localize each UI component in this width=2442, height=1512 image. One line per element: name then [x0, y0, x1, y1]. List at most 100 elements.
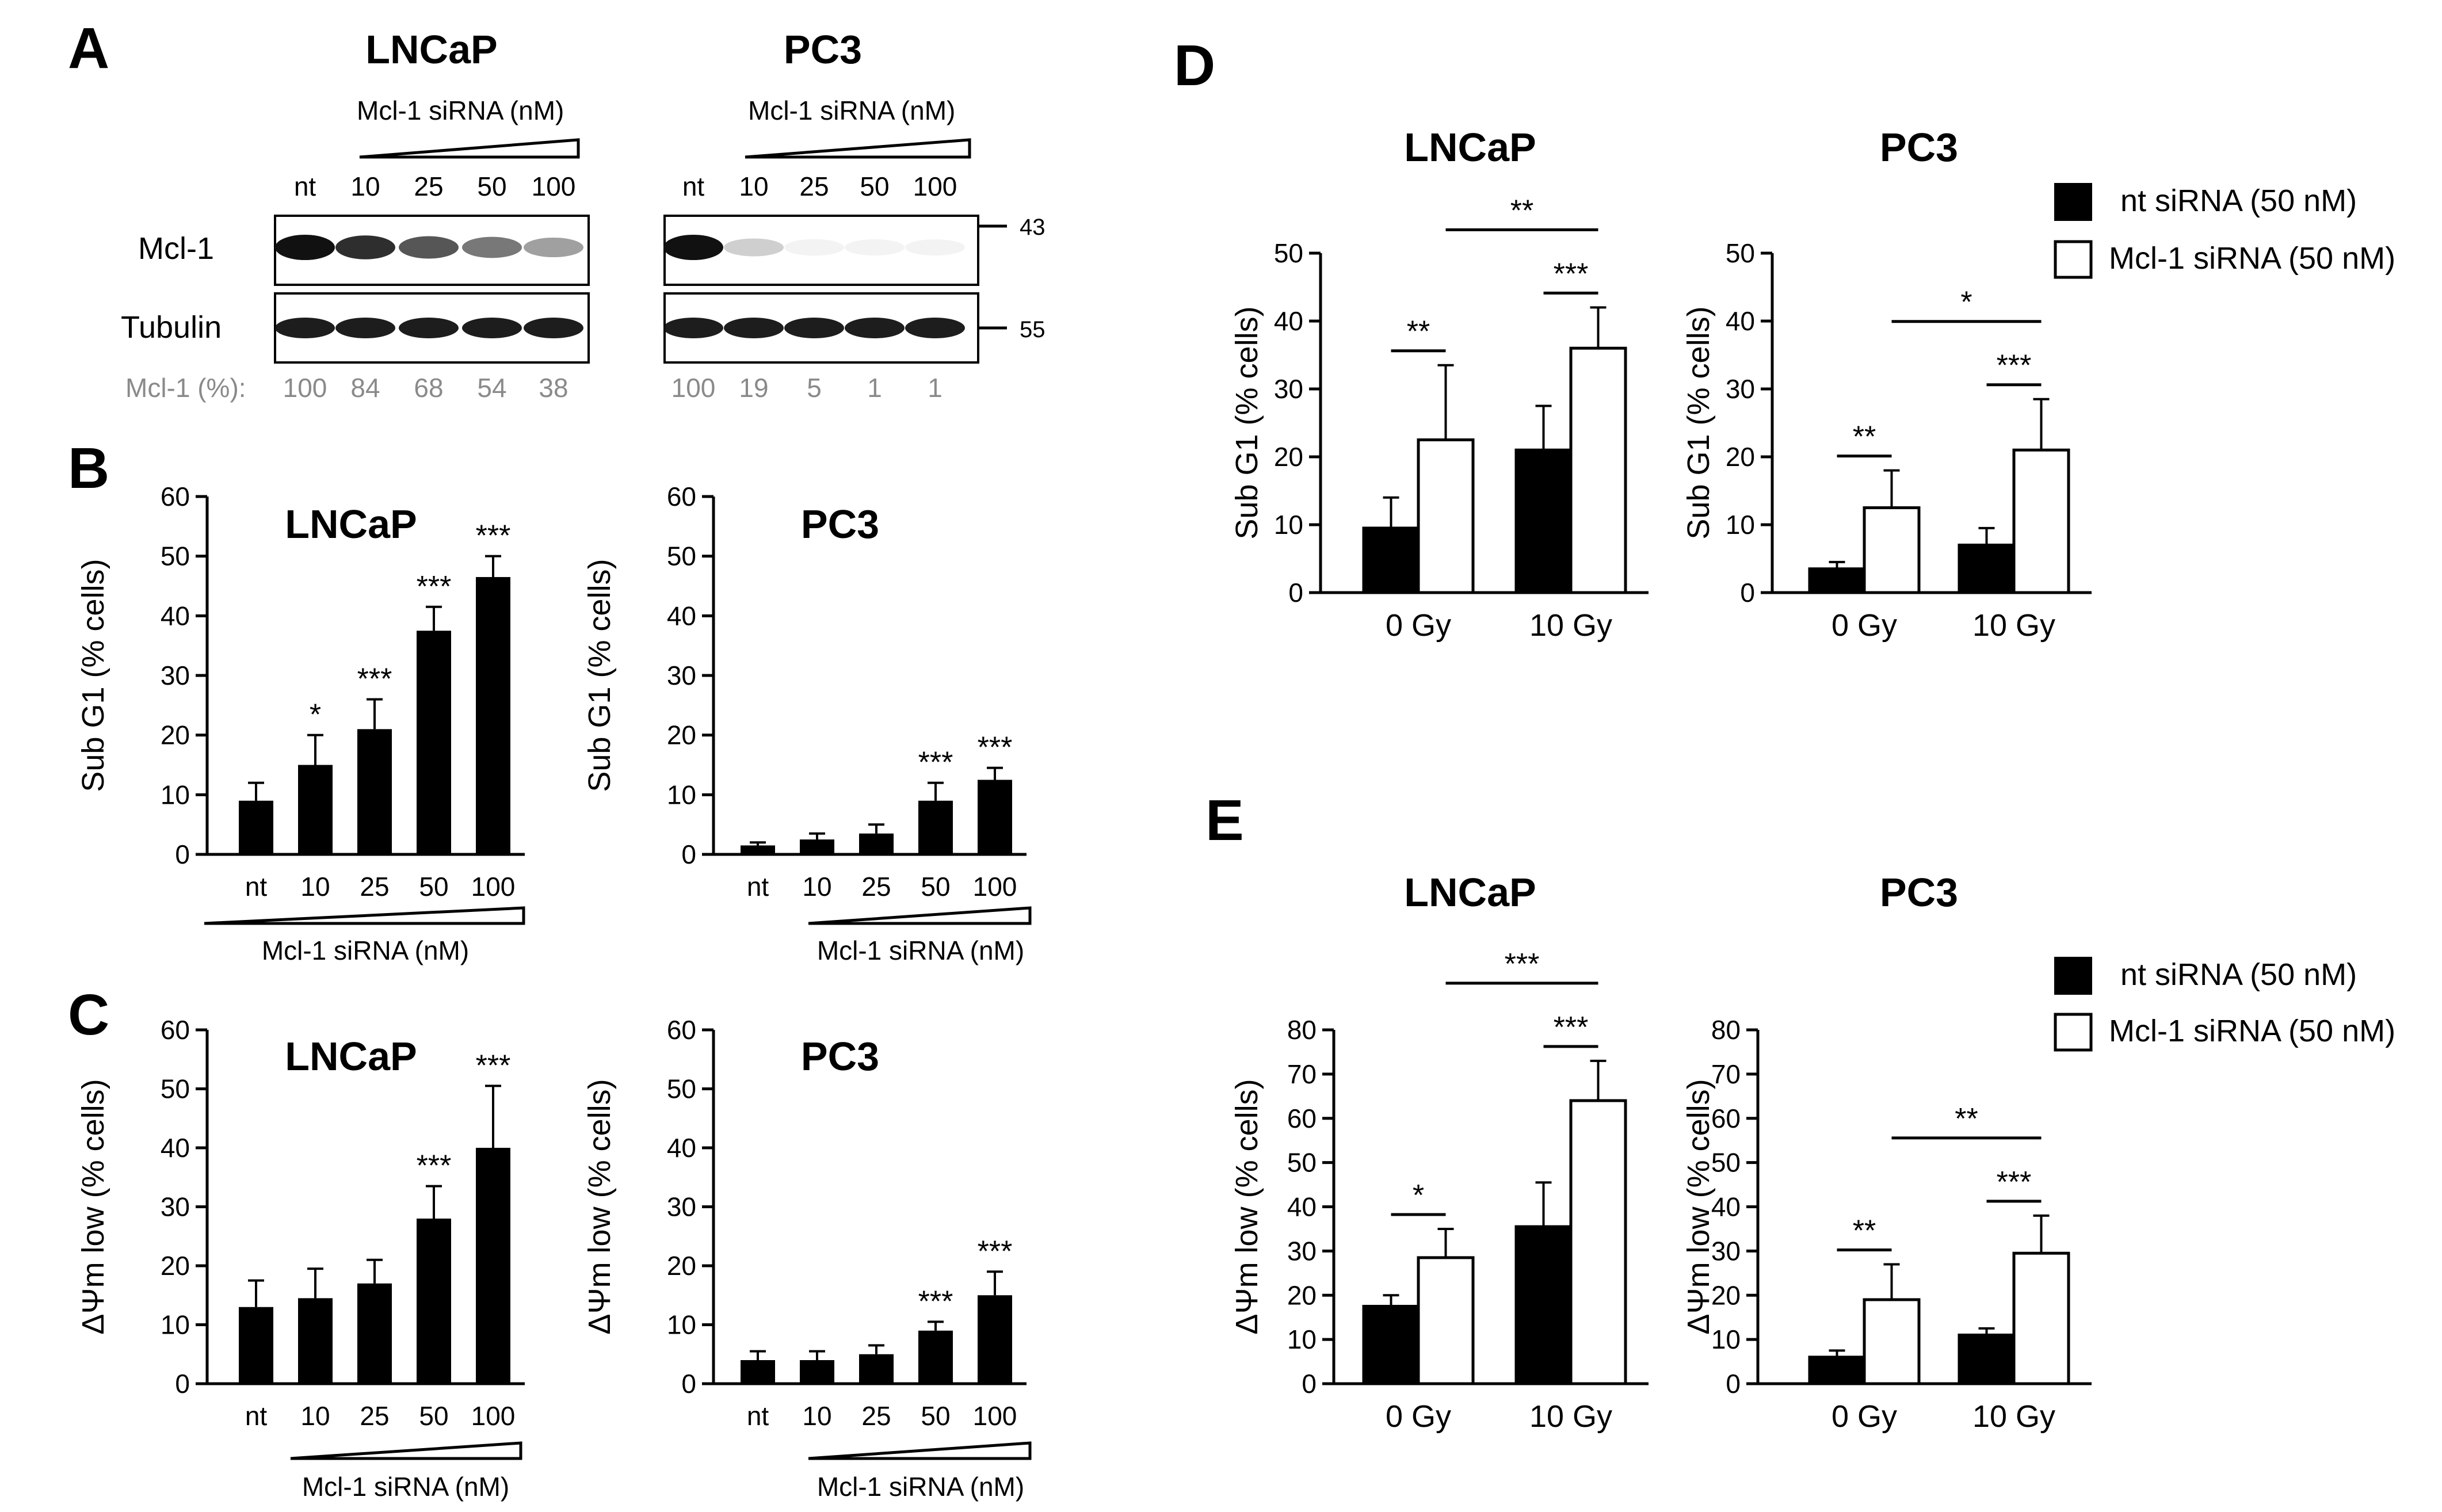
- chart-d-lncap: LNCaP 0 10 20 30 40 50 Sub G1 (% cells) 0 Gy ** 10…: [1230, 125, 1649, 643]
- blot-band-tubulin: [845, 318, 905, 338]
- y-tick-label: 60: [161, 1015, 190, 1045]
- x-axis-label: Mcl-1 siRNA (nM): [817, 936, 1024, 965]
- x-tick-label: 25: [360, 1401, 389, 1431]
- blot-band-tubulin: [524, 318, 583, 338]
- blot-band-mcl1: [462, 236, 522, 258]
- x-tick-label: 50: [419, 1401, 448, 1431]
- y-tick-label: 50: [1274, 238, 1303, 268]
- y-tick-label: 80: [1287, 1015, 1317, 1045]
- x-tick-label: nt: [245, 872, 268, 902]
- dose-gradient-triangle: [359, 138, 580, 159]
- x-tick-label: nt: [747, 872, 769, 902]
- y-axis-label: Sub G1 (% cells): [582, 559, 617, 792]
- blot-lane-label: 10: [739, 171, 768, 201]
- bar-100: [978, 1295, 1012, 1384]
- x-tick-label: 0 Gy: [1386, 608, 1451, 643]
- x-tick-label: 25: [861, 1401, 891, 1431]
- x-tick-label: 25: [360, 872, 389, 902]
- bar-nt-siRNA: [1362, 526, 1420, 594]
- blot-band-mcl1: [663, 235, 723, 260]
- blot-band-mcl1: [724, 238, 784, 257]
- legend-label-nt: nt siRNA (50 nM): [2120, 184, 2357, 218]
- significance-label: ***: [1997, 1166, 2032, 1199]
- legend-swatch-nt: [2054, 183, 2092, 221]
- bar-25: [859, 833, 894, 854]
- x-tick-label: 100: [973, 1401, 1017, 1431]
- y-tick-label: 10: [161, 780, 190, 810]
- bar-mcl1-siRNA: [1569, 346, 1627, 594]
- y-tick-label: 40: [1726, 306, 1755, 336]
- bar-nt-siRNA: [1958, 543, 2016, 594]
- y-tick-label: 60: [667, 482, 696, 511]
- blot-quant-value: 38: [539, 373, 568, 403]
- y-tick-label: 0: [175, 1369, 190, 1399]
- chart-title: LNCaP: [1404, 870, 1536, 915]
- dose-gradient-triangle: [204, 906, 525, 925]
- y-tick-label: 40: [1274, 306, 1303, 336]
- y-tick-label: 30: [1274, 374, 1303, 404]
- bar-50: [417, 631, 451, 854]
- panel-letter-c: C: [68, 983, 109, 1047]
- significance-label: *: [310, 698, 321, 732]
- chart-c-pc3: PC3 0 10 20 30 40 50 60 ΔΨm low (% cells) nt 10 25 5…: [582, 1015, 1032, 1502]
- blot-band-tubulin: [275, 318, 335, 338]
- legend-label-mcl1: Mcl-1 siRNA (50 nM): [2109, 241, 2395, 276]
- x-tick-label: nt: [245, 1401, 268, 1431]
- x-tick-label: 50: [921, 1401, 950, 1431]
- chart-title: PC3: [1880, 125, 1958, 170]
- blot-lane-label: nt: [294, 171, 316, 201]
- mw-marker-43: 43: [1020, 215, 1046, 240]
- x-tick-label: 10: [300, 1401, 330, 1431]
- y-tick-label: 10: [667, 1310, 696, 1340]
- x-axis-label: Mcl-1 siRNA (nM): [817, 1472, 1024, 1502]
- y-axis-label: Sub G1 (% cells): [76, 559, 110, 792]
- significance-label: ***: [357, 662, 392, 696]
- bar-nt-siRNA: [1514, 448, 1573, 594]
- y-tick-label: 10: [667, 780, 696, 810]
- significance-label: ***: [1997, 349, 2032, 383]
- blot-band-tubulin: [399, 318, 459, 338]
- y-tick-label: 30: [161, 1192, 190, 1222]
- bar-nt: [741, 845, 775, 854]
- blot-quant-value: 19: [739, 373, 768, 403]
- bar-mcl1-siRNA: [1417, 1256, 1475, 1385]
- y-tick-label: 0: [175, 839, 190, 869]
- significance-label: **: [1853, 1214, 1876, 1247]
- blot-lane-label: 100: [913, 171, 957, 201]
- legend-panel-e: nt siRNA (50 nM) Mcl-1 siRNA (50 nM): [2054, 957, 2395, 1052]
- blot-band-mcl1: [335, 235, 395, 259]
- significance-label: ***: [978, 1235, 1013, 1268]
- bar-25: [357, 729, 392, 854]
- x-tick-label: 50: [419, 872, 448, 902]
- y-tick-label: 30: [1287, 1236, 1317, 1266]
- y-axis-label: ΔΨm low (% cells): [1230, 1079, 1264, 1334]
- bar-10: [800, 1360, 834, 1384]
- blot-quant-value: 68: [414, 373, 443, 403]
- y-tick-label: 0: [681, 839, 696, 869]
- y-tick-label: 20: [161, 720, 190, 750]
- chart-title: PC3: [801, 1034, 879, 1079]
- significance-label: ***: [417, 1150, 452, 1183]
- bar-50: [918, 800, 953, 854]
- y-tick-label: 40: [667, 1133, 696, 1163]
- y-tick-label: 50: [1726, 238, 1755, 268]
- x-tick-label: 10: [802, 872, 831, 902]
- blot-band-tubulin: [462, 318, 522, 338]
- blot-quant-value: 1: [867, 373, 882, 403]
- blot-band-mcl1: [905, 239, 965, 256]
- panel-letter-b: B: [68, 436, 109, 501]
- legend-swatch-mcl1: [2054, 240, 2093, 279]
- blot-lane-label: 25: [799, 171, 829, 201]
- significance-label-between: *: [1960, 286, 1972, 319]
- blot-quant-value: 1: [928, 373, 943, 403]
- blot-band-mcl1: [524, 237, 583, 258]
- bar-mcl1-siRNA: [1417, 438, 1475, 594]
- y-tick-label: 20: [1711, 1280, 1741, 1310]
- y-tick-label: 50: [667, 541, 696, 571]
- y-tick-label: 40: [1287, 1192, 1317, 1222]
- chart-title: LNCaP: [285, 1034, 417, 1079]
- blot-lane-label: nt: [682, 171, 705, 201]
- bar-nt: [741, 1360, 775, 1384]
- blot-lane-label: 25: [414, 171, 443, 201]
- chart-b-pc3: PC3 0 10 20 30 40 50 60 Sub G1 (% cells) nt 10 25 50…: [582, 482, 1032, 965]
